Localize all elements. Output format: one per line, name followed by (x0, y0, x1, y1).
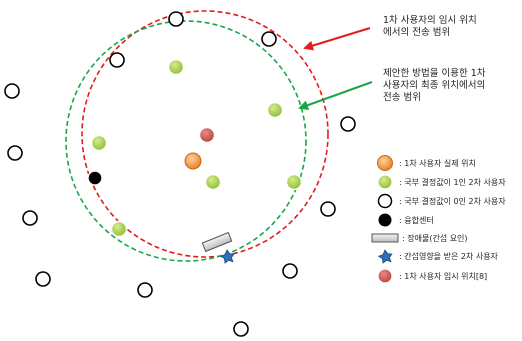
legend-label: : 간섭영향을 받은 2차 사용자 (399, 251, 499, 261)
white-user-node (4, 83, 20, 99)
legend-label: : 융합센터 (399, 215, 434, 225)
red-range-circle (81, 10, 329, 258)
obstacle-rect-icon (371, 233, 399, 243)
white-users (4, 11, 356, 337)
primary-actual-node (184, 152, 202, 170)
white-user-node (35, 271, 51, 287)
orange-circle-icon (377, 155, 393, 171)
interfered-user-star (219, 249, 235, 264)
white-user-node (261, 31, 277, 47)
black-circle-icon (378, 213, 392, 227)
white-user-node (109, 52, 125, 68)
red-range-note: 1차 사용자의 임시 위치 에서의 전송 범위 (383, 14, 480, 38)
white-circle-icon (377, 193, 393, 209)
red-circle-icon (377, 268, 393, 284)
green-user-node (167, 58, 185, 76)
legend: : 1차 사용자 실제 위치 : 국부 결정값이 1인 2차 사용자 : 국부 … (371, 155, 506, 284)
legend-label: : 1차 사용자 실제 위치 (399, 158, 476, 168)
primary-temp-node (198, 126, 216, 144)
green-user-node (110, 220, 128, 238)
white-user-node (340, 116, 356, 132)
green-user-node (285, 173, 303, 191)
white-user-node (168, 11, 184, 27)
green-range-arrow (298, 81, 373, 110)
blue-star-icon (377, 249, 393, 264)
obstacle-node (201, 231, 233, 253)
red-range-arrow (303, 27, 371, 51)
green-range-note-line: 전송 범위 (383, 91, 421, 103)
fusion-center-node (87, 170, 103, 186)
white-user-node (282, 263, 298, 279)
green-circle-icon (377, 174, 393, 190)
green-range-note: 제안한 방법을 이용한 1차 사용자의 최종 위치에서의 전송 범위 (383, 67, 489, 103)
red-range-note-line: 1차 사용자의 임시 위치 (383, 14, 477, 26)
white-user-node (22, 210, 38, 226)
legend-label: : 국부 결정값이 0인 2차 사용자 (399, 196, 506, 206)
legend-label: : 장애물(간섭 요인) (402, 233, 468, 243)
legend-label: : 1차 사용자 임시 위치[8] (399, 272, 487, 281)
green-range-note-line: 제안한 방법을 이용한 1차 (383, 67, 486, 79)
white-user-node (320, 201, 336, 217)
green-range-note-line: 사용자의 최종 위치에서의 (383, 79, 485, 91)
green-user-node (266, 101, 284, 119)
green-user-node (90, 134, 108, 152)
legend-label: : 국부 결정값이 1인 2차 사용자 (399, 177, 506, 187)
green-users (90, 58, 303, 238)
white-user-node (137, 282, 153, 298)
white-user-node (233, 321, 249, 337)
green-user-node (204, 173, 222, 191)
green-range-circle (65, 20, 307, 262)
white-user-node (7, 145, 23, 161)
red-range-note-line: 에서의 전송 범위 (383, 26, 450, 38)
